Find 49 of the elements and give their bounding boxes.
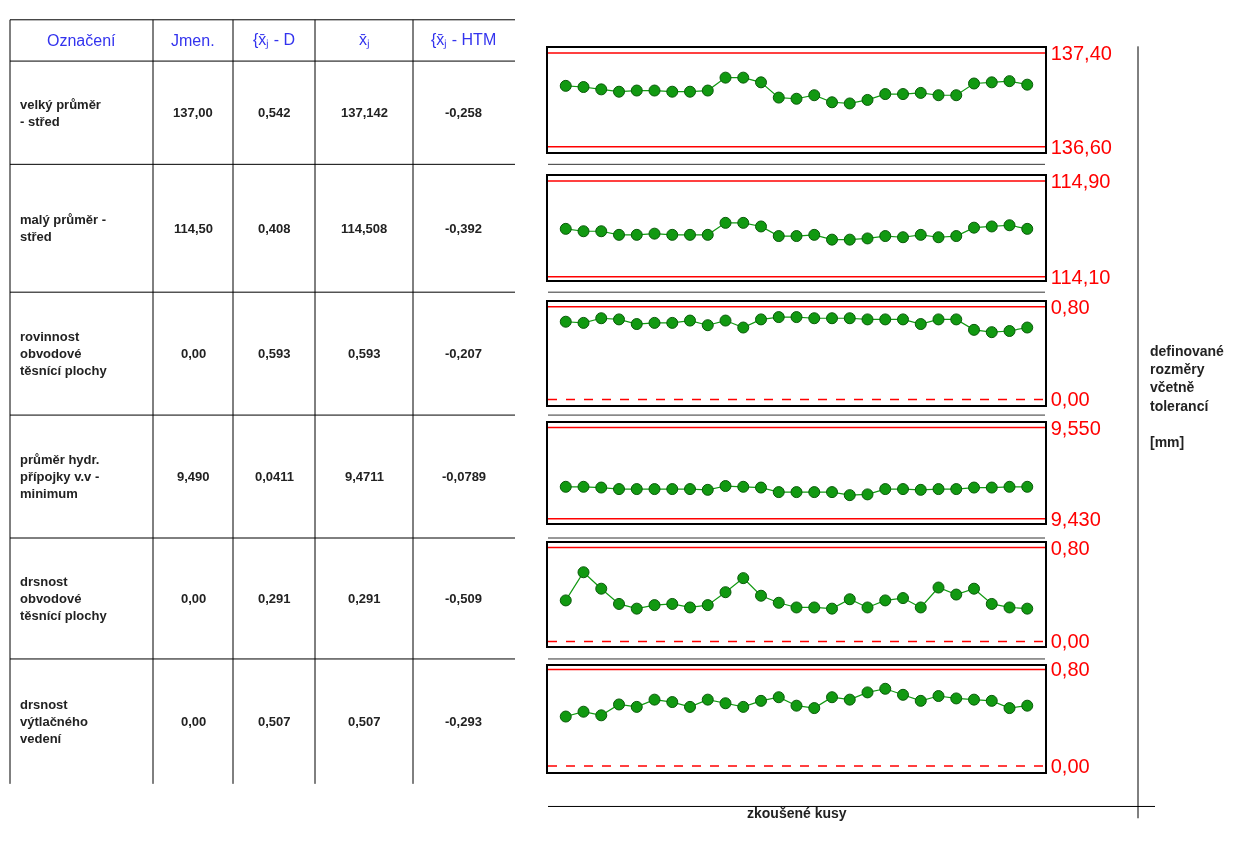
text: 0,00	[181, 714, 207, 729]
text: průměr hydr. přípojky v.v - minimum	[20, 452, 100, 501]
y-tick-label: 0,80	[1050, 536, 1090, 559]
text: 9,4711	[345, 469, 385, 484]
text: Jmen.	[171, 32, 215, 49]
text: Označení	[47, 32, 117, 49]
text: 0,408	[258, 221, 291, 236]
text: 0,00	[181, 591, 207, 606]
text: 0,542	[258, 105, 291, 120]
y-tick-label: 0,80	[1050, 658, 1090, 681]
text: 114,508	[341, 221, 388, 236]
text: drsnost výtlačného vedení	[20, 697, 88, 746]
text: 0,0411	[255, 469, 295, 484]
text: -0,392	[445, 221, 482, 236]
text: {x̄ⱼ - D	[253, 31, 296, 49]
text: 137,142	[341, 105, 388, 120]
y-tick-label: 9,430	[1050, 507, 1101, 530]
text: 9,490	[177, 469, 210, 484]
text: 0,593	[348, 346, 381, 361]
text: -0,258	[445, 105, 482, 120]
y-tick-label: 137,40	[1050, 41, 1112, 64]
text: 0,291	[348, 591, 381, 606]
text: 137,00	[173, 105, 213, 120]
y-tick-label: 114,90	[1050, 169, 1111, 192]
text: 0,593	[258, 346, 291, 361]
text: 0,291	[258, 591, 291, 606]
y-tick-label: 0,80	[1050, 295, 1090, 318]
text: velký průměr - střed	[20, 97, 101, 129]
y-tick-label: 0,00	[1050, 755, 1090, 778]
y-tick-label: 136,60	[1050, 135, 1112, 158]
text: 0,507	[348, 714, 381, 729]
y-tick-label: 114,10	[1050, 265, 1111, 288]
text: malý průměr - střed	[20, 212, 106, 244]
y-tick-label: 9,550	[1050, 416, 1101, 439]
text: -0,509	[445, 591, 482, 606]
text: {x̄ⱼ - HTM	[431, 31, 497, 49]
text: definované rozměry včetně tolerancí [mm]	[1150, 343, 1224, 450]
text: -0,293	[445, 714, 482, 729]
x-axis-title: zkoušené kusy	[747, 805, 847, 821]
text: drsnost obvodové těsnící plochy	[20, 574, 108, 623]
text: 0,00	[181, 346, 207, 361]
text: 114,50	[174, 221, 214, 236]
y-tick-label: 0,00	[1050, 630, 1090, 653]
text: -0,207	[445, 346, 482, 361]
text: rovinnost obvodové těsnící plochy	[20, 329, 108, 378]
text: -0,0789	[442, 469, 487, 484]
text: x̄ⱼ	[359, 31, 370, 49]
y-tick-label: 0,00	[1050, 388, 1090, 411]
text: 0,507	[258, 714, 291, 729]
